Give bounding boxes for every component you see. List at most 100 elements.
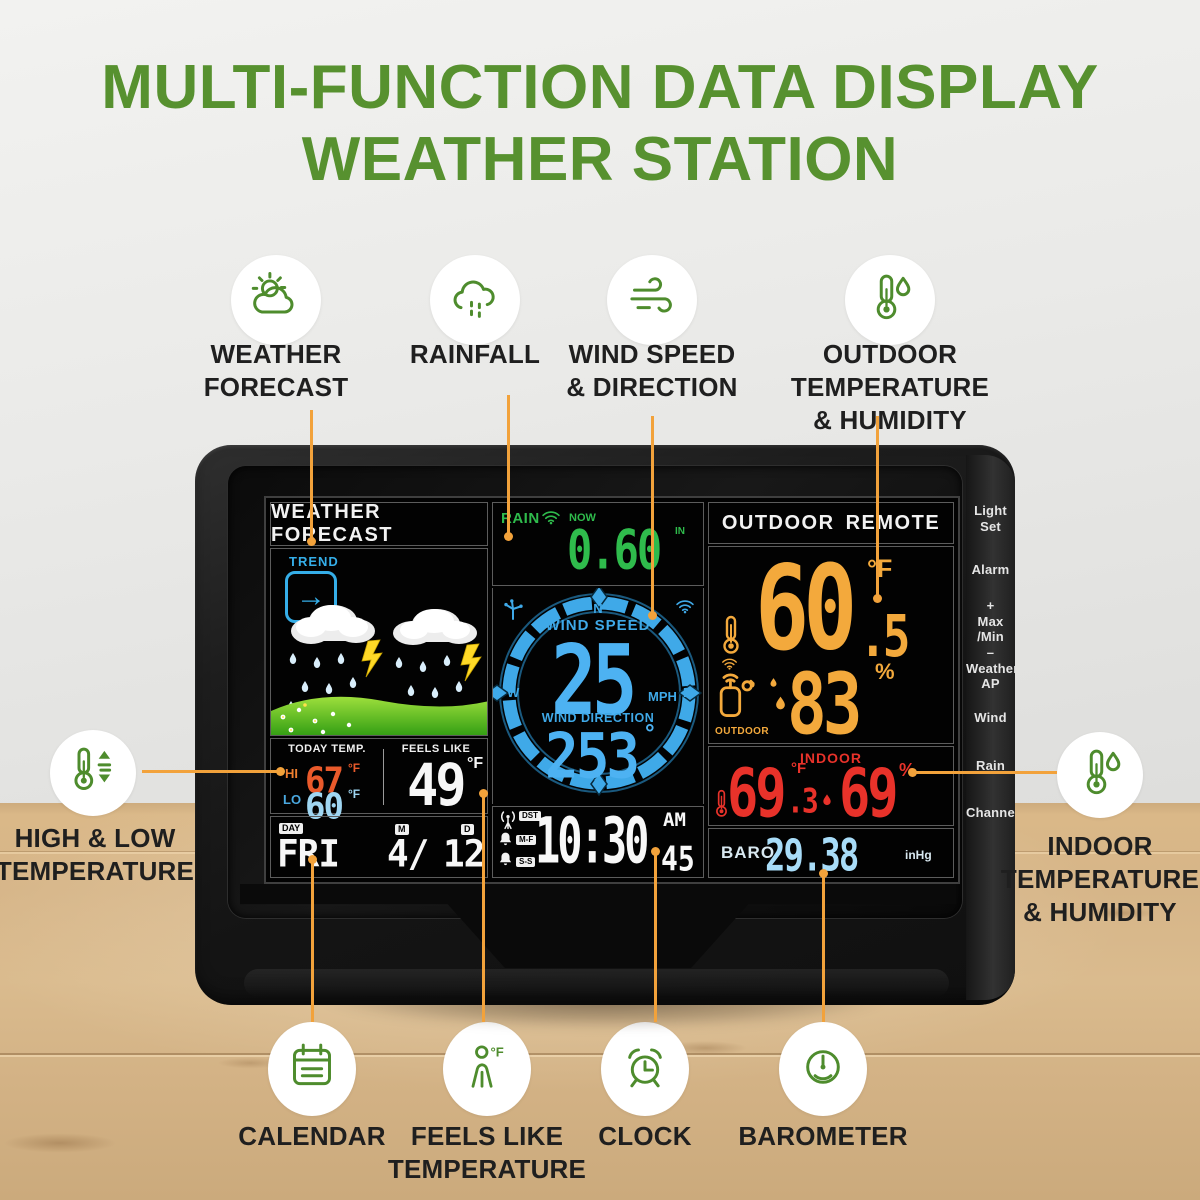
connector-calendar [311, 858, 314, 1022]
connector-clock [654, 850, 657, 1022]
feature-label-feels-like: FEELS LIKE TEMPERATURE [387, 1121, 587, 1184]
wind-speed-unit: MPH [648, 689, 677, 704]
feature-outdoor-temp [845, 255, 935, 345]
thermometer-arrows-icon [65, 743, 121, 804]
thermometer-droplet-icon [862, 270, 918, 331]
connector-indoor [912, 771, 1057, 774]
thermometer-droplet-icon [1072, 745, 1128, 806]
divider [383, 749, 384, 805]
feature-label-calendar: CALENDAR [238, 1121, 386, 1151]
rain-button[interactable]: Rain [976, 758, 1005, 773]
outdoor-sensor-label: OUTDOOR [715, 726, 769, 737]
feature-label-clock: CLOCK [598, 1121, 692, 1151]
trend-label: TREND [289, 554, 339, 569]
device-button-panel: Light Set Alarm + Max /Min – Weather AP … [966, 455, 1015, 1000]
connector-outdoor [876, 416, 879, 598]
connector-weather-forecast [310, 410, 313, 541]
connector-dot [819, 869, 828, 878]
today-temp-header: TODAY TEMP. [288, 743, 366, 755]
indoor-humidity-value: 69 [839, 755, 899, 833]
compass-south: S [593, 775, 603, 790]
rain-unit: IN [675, 526, 685, 537]
wind-button[interactable]: Wind [974, 710, 1007, 725]
connector-dot [504, 532, 513, 541]
connector-dot [908, 768, 917, 777]
connector-dot [308, 855, 317, 864]
hi-value: 67 [305, 759, 344, 802]
outdoor-panel: OUTDOOR 60 °F .5 83 % [708, 540, 954, 754]
alarm-clock-icon [617, 1039, 673, 1100]
lcd-screen: WEATHER FORECAST TREND → [266, 498, 958, 882]
rain-label: RAIN [501, 510, 540, 527]
feature-label-weather-forecast: WEATHER FORECAST [203, 339, 349, 402]
feature-indoor-temp [1057, 732, 1143, 818]
compass-ring [493, 588, 703, 797]
day-badge: DAY [279, 823, 304, 834]
indoor-temp-unit: °F [791, 760, 807, 777]
connector-dot [651, 847, 660, 856]
wind-speed-value: 25 [551, 623, 637, 737]
person-temp-icon [459, 1039, 515, 1100]
compass-east: E [683, 685, 692, 700]
alarm2-bell-icon [498, 851, 513, 871]
rain-panel: RAIN NOW 0.60 IN [492, 502, 704, 586]
outdoor-sensor-icon [717, 671, 755, 728]
outdoor-temp-unit: °F [867, 555, 893, 583]
calendar-icon [284, 1039, 340, 1100]
connector-barometer [822, 872, 825, 1022]
baro-unit: inHg [905, 848, 932, 862]
lo-unit: °F [348, 787, 361, 801]
feature-label-high-low: HIGH & LOW TEMPERATURE [0, 823, 195, 886]
outdoor-header: OUTDOOR REMOTE [708, 502, 954, 544]
hi-label: HI [285, 766, 298, 781]
outdoor-temp-value: 60 [755, 540, 857, 678]
rain-now-label: NOW [569, 512, 596, 524]
feature-label-barometer: BAROMETER [738, 1121, 908, 1151]
date-badge: D [461, 824, 474, 835]
baro-value: 29.38 [765, 830, 859, 883]
alarm1-bell-icon [498, 831, 513, 851]
rain-value: 0.60 [567, 517, 662, 582]
baro-panel: BARO 29.38 inHg [708, 828, 954, 878]
wind-direction-label: WIND DIRECTION [541, 711, 655, 725]
time-value: 10:30 [535, 804, 649, 878]
connector-dot [276, 767, 285, 776]
feature-label-indoor-temp: INDOOR TEMPERATURE & HUMIDITY [1000, 831, 1200, 927]
wind-speed-label: WIND SPEED [545, 617, 651, 634]
light-set-button[interactable]: Light Set [974, 503, 1007, 534]
wind-direction-value: 253 [545, 720, 640, 794]
feels-like-value: 49 [407, 752, 467, 820]
feature-wind [607, 255, 697, 345]
connector-dot [307, 537, 316, 546]
today-temp-panel: TODAY TEMP. HI 67 °F LO 60 °F FEELS LIKE… [270, 738, 488, 825]
forecast-graphic [271, 605, 487, 735]
wind-icon [624, 270, 680, 331]
compass-north: N [593, 601, 603, 616]
channel-button[interactable]: Channel [966, 805, 1015, 820]
month-badge: M [395, 824, 409, 835]
rain-cloud-icon [447, 270, 503, 331]
alarm-button[interactable]: Alarm [971, 562, 1010, 577]
weekday-value: FRI [277, 832, 340, 876]
weather-ap-button[interactable]: – Weather AP [966, 645, 1015, 691]
lo-label: LO [283, 792, 302, 807]
device-stand [240, 884, 956, 968]
connector-dot [479, 789, 488, 798]
connector-dot [873, 594, 882, 603]
indoor-temp-value: 69 [727, 755, 787, 833]
connector-wind [651, 416, 654, 615]
outdoor-humidity-value: 83 [787, 655, 863, 754]
gauge-icon [795, 1039, 851, 1100]
wind-direction-degree: ° [645, 720, 655, 747]
dst-badge: DST [519, 811, 541, 821]
feature-label-wind: WIND SPEED & DIRECTION [566, 339, 738, 402]
compass-west: W [507, 685, 520, 700]
feature-rainfall [430, 255, 520, 345]
connector-rainfall [507, 395, 510, 536]
hi-unit: °F [348, 761, 361, 775]
feels-like-unit: °F [467, 755, 484, 772]
baro-label: BARO [721, 843, 776, 862]
max-min-button[interactable]: + Max /Min [977, 598, 1004, 644]
forecast-panel: TREND → [270, 548, 488, 736]
